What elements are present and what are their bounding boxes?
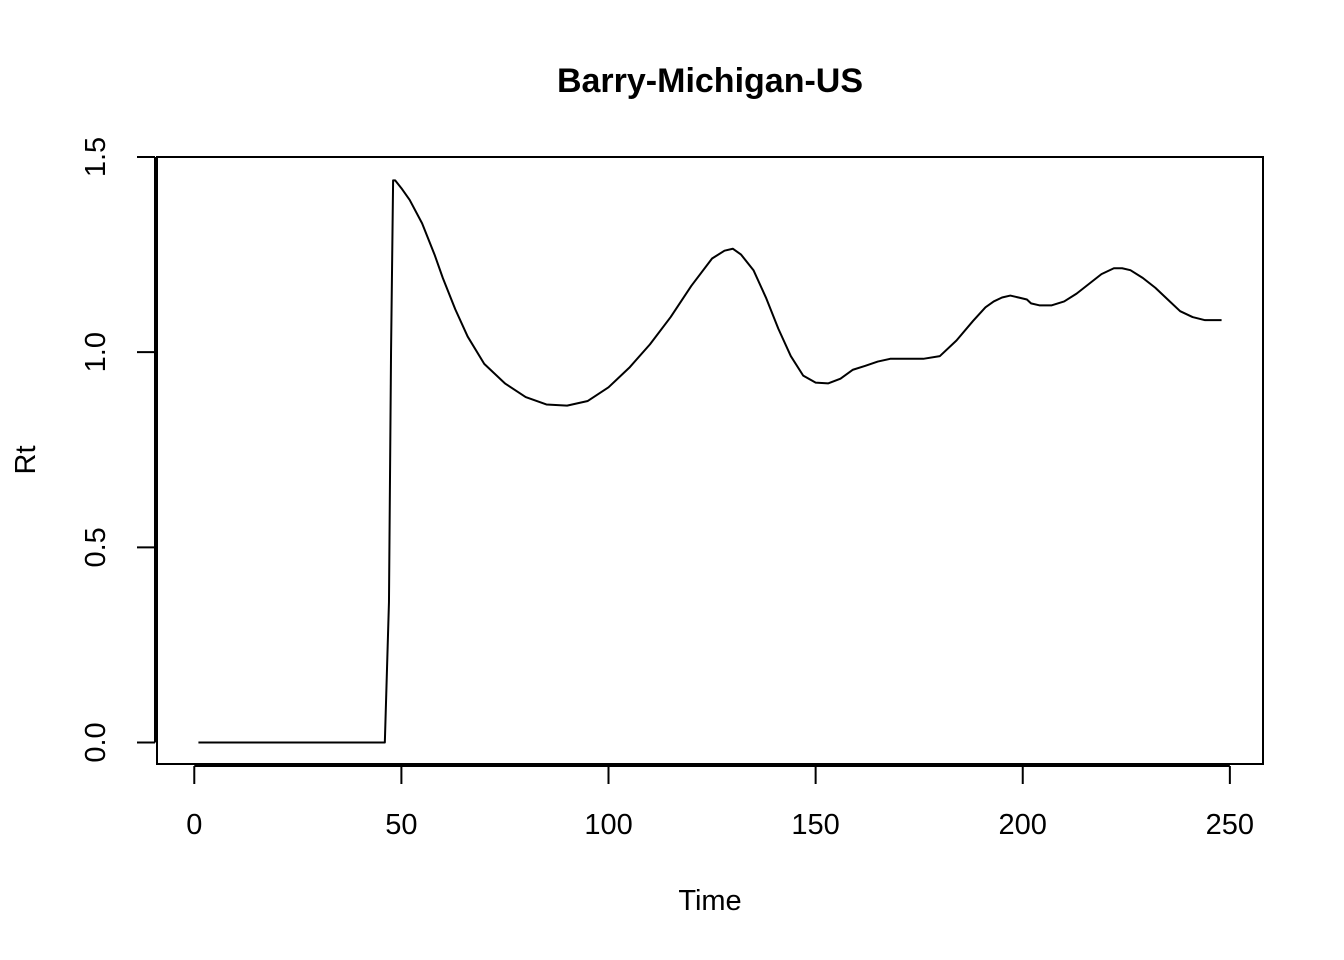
y-tick-label: 0.0 (80, 722, 112, 762)
x-tick-label: 150 (791, 809, 839, 841)
y-tick-label: 0.5 (80, 527, 112, 567)
x-tick-label: 200 (999, 809, 1047, 841)
y-tick-label: 1.5 (80, 137, 112, 177)
rt-series-line (198, 179, 1222, 744)
y-axis: 0.0 0.5 1.0 1.5 (80, 137, 156, 763)
y-tick-label: 1.0 (80, 332, 112, 372)
x-tick-label: 100 (584, 809, 632, 841)
x-tick-label: 250 (1206, 809, 1254, 841)
y-axis-label: Rt (10, 446, 42, 475)
x-axis: 0 50 100 150 200 250 (186, 765, 1254, 841)
x-axis-label: Time (678, 885, 741, 917)
chart-title: Barry-Michigan-US (557, 62, 863, 100)
x-tick-label: 0 (186, 809, 202, 841)
x-tick-label: 50 (385, 809, 417, 841)
plot-frame (156, 156, 1264, 765)
